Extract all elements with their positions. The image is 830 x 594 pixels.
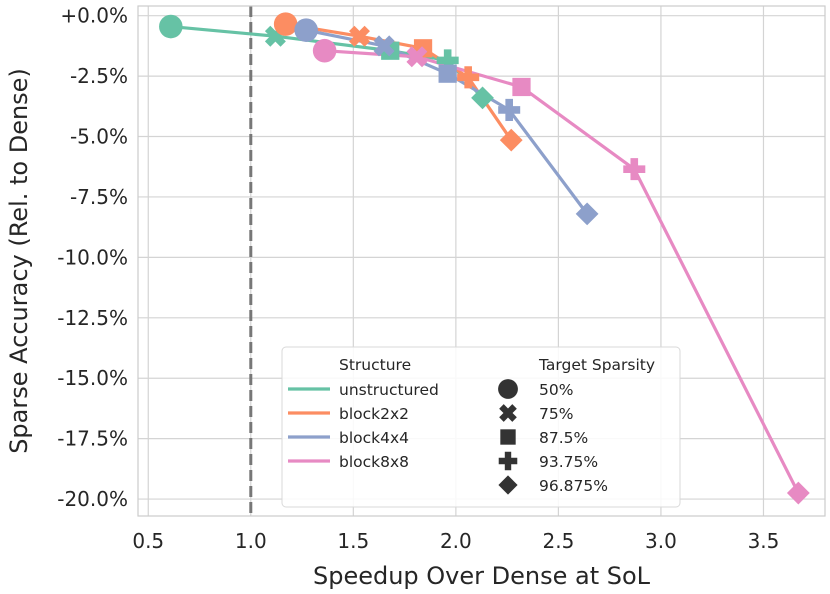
x-axis-label: Speedup Over Dense at SoL [313, 562, 651, 590]
series-markers [159, 12, 810, 505]
data-point-block4x4 [294, 18, 318, 42]
data-point-block8x8 [786, 481, 810, 505]
data-point-block2x2 [457, 66, 480, 89]
y-tick-label: -10.0% [57, 245, 128, 269]
data-point-block2x2 [273, 12, 298, 36]
y-tick-label: -17.5% [57, 427, 128, 451]
y-tick-label: -12.5% [57, 306, 128, 330]
legend-label-block4x4: block4x4 [339, 429, 409, 447]
data-point-block2x2 [499, 128, 523, 152]
data-point-block8x8 [406, 46, 428, 68]
y-tick-label: -20.0% [57, 487, 128, 511]
legend-sparsity-items: 50% 75% 87.5% 93.75% 96.875% [498, 379, 608, 495]
legend-label-sparsity: 87.5% [539, 429, 588, 447]
y-tick-label: -5.0% [70, 125, 128, 149]
y-tick-label: -7.5% [70, 185, 128, 209]
legend-marker-x [499, 404, 517, 422]
data-point-block8x8 [512, 77, 531, 97]
data-point-block4x4 [498, 98, 521, 121]
x-tick-label: 3.5 [748, 529, 780, 553]
x-tick-label: 1.5 [337, 529, 369, 553]
data-point-block4x4 [373, 35, 395, 57]
legend-marker-circle [498, 379, 518, 399]
legend-structure-items: unstructured block2x2 block4x4 block8x8 [288, 381, 439, 471]
legend-marker-plus [498, 451, 518, 471]
legend-label-block8x8: block8x8 [339, 453, 409, 471]
data-point-unstructured [159, 14, 183, 39]
plot-frame [137, 5, 826, 517]
legend-label-unstructured: unstructured [339, 381, 439, 399]
y-tick-label: -2.5% [70, 64, 128, 88]
x-tick-label: 1.0 [235, 529, 267, 553]
x-tick-label: 2.0 [440, 529, 472, 553]
data-point-block4x4 [575, 202, 599, 226]
data-point-block8x8 [623, 158, 646, 181]
data-point-unstructured [436, 49, 459, 72]
legend-label-sparsity: 50% [539, 381, 573, 399]
y-axis-ticks: +0.0% -2.5% -5.0% -7.5% -10.0% -12.5% -15.0% -1… [57, 4, 128, 511]
data-point-block4x4 [438, 64, 457, 83]
y-axis-label: Sparse Accuracy (Rel. to Dense) [5, 68, 33, 454]
legend-title-sparsity: Target Sparsity [538, 356, 655, 374]
legend-box [281, 346, 681, 508]
data-point-unstructured [471, 86, 494, 110]
x-tick-label: 0.5 [132, 529, 164, 553]
legend: Structure Target Sparsity unstructured bl… [281, 346, 681, 508]
data-point-block8x8 [312, 38, 337, 63]
legend-marker-square [500, 429, 516, 445]
legend-label-sparsity: 93.75% [539, 453, 598, 471]
y-tick-label: +0.0% [60, 4, 128, 28]
legend-title-structure: Structure [339, 356, 411, 374]
y-tick-label: -15.0% [57, 366, 128, 390]
legend-label-sparsity: 96.875% [539, 477, 608, 495]
x-axis-ticks: 0.5 1.0 1.5 2.0 2.5 3.0 3.5 [132, 529, 779, 553]
data-point-block2x2 [349, 25, 370, 47]
x-tick-label: 2.5 [542, 529, 574, 553]
legend-label-block2x2: block2x2 [339, 405, 409, 423]
x-tick-label: 3.0 [645, 529, 677, 553]
legend-label-sparsity: 75% [539, 405, 573, 423]
legend-marker-diamond [498, 475, 518, 495]
